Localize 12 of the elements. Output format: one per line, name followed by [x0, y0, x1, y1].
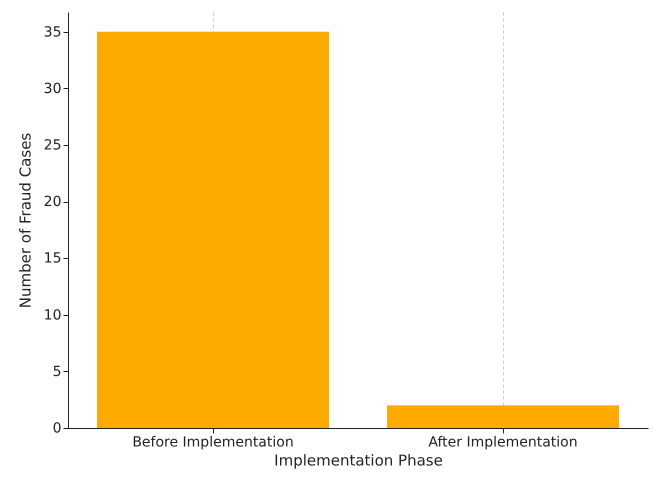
- y-axis-title: Number of Fraud Cases: [16, 132, 35, 308]
- y-tick-label: 10: [44, 307, 62, 324]
- y-tick-label: 15: [44, 250, 62, 267]
- y-tick-label: 20: [44, 194, 62, 210]
- y-tick-label: 5: [52, 364, 62, 380]
- x-axis-title: Implementation Phase: [274, 452, 443, 470]
- x-tick-label: After Implementation: [428, 434, 578, 450]
- y-tick-label: 35: [44, 24, 62, 40]
- x-tick-label: Before Implementation: [132, 434, 294, 450]
- y-tick-label: 25: [44, 138, 62, 154]
- y-tick-label: 30: [44, 80, 62, 97]
- y-tick-label: 0: [52, 420, 62, 436]
